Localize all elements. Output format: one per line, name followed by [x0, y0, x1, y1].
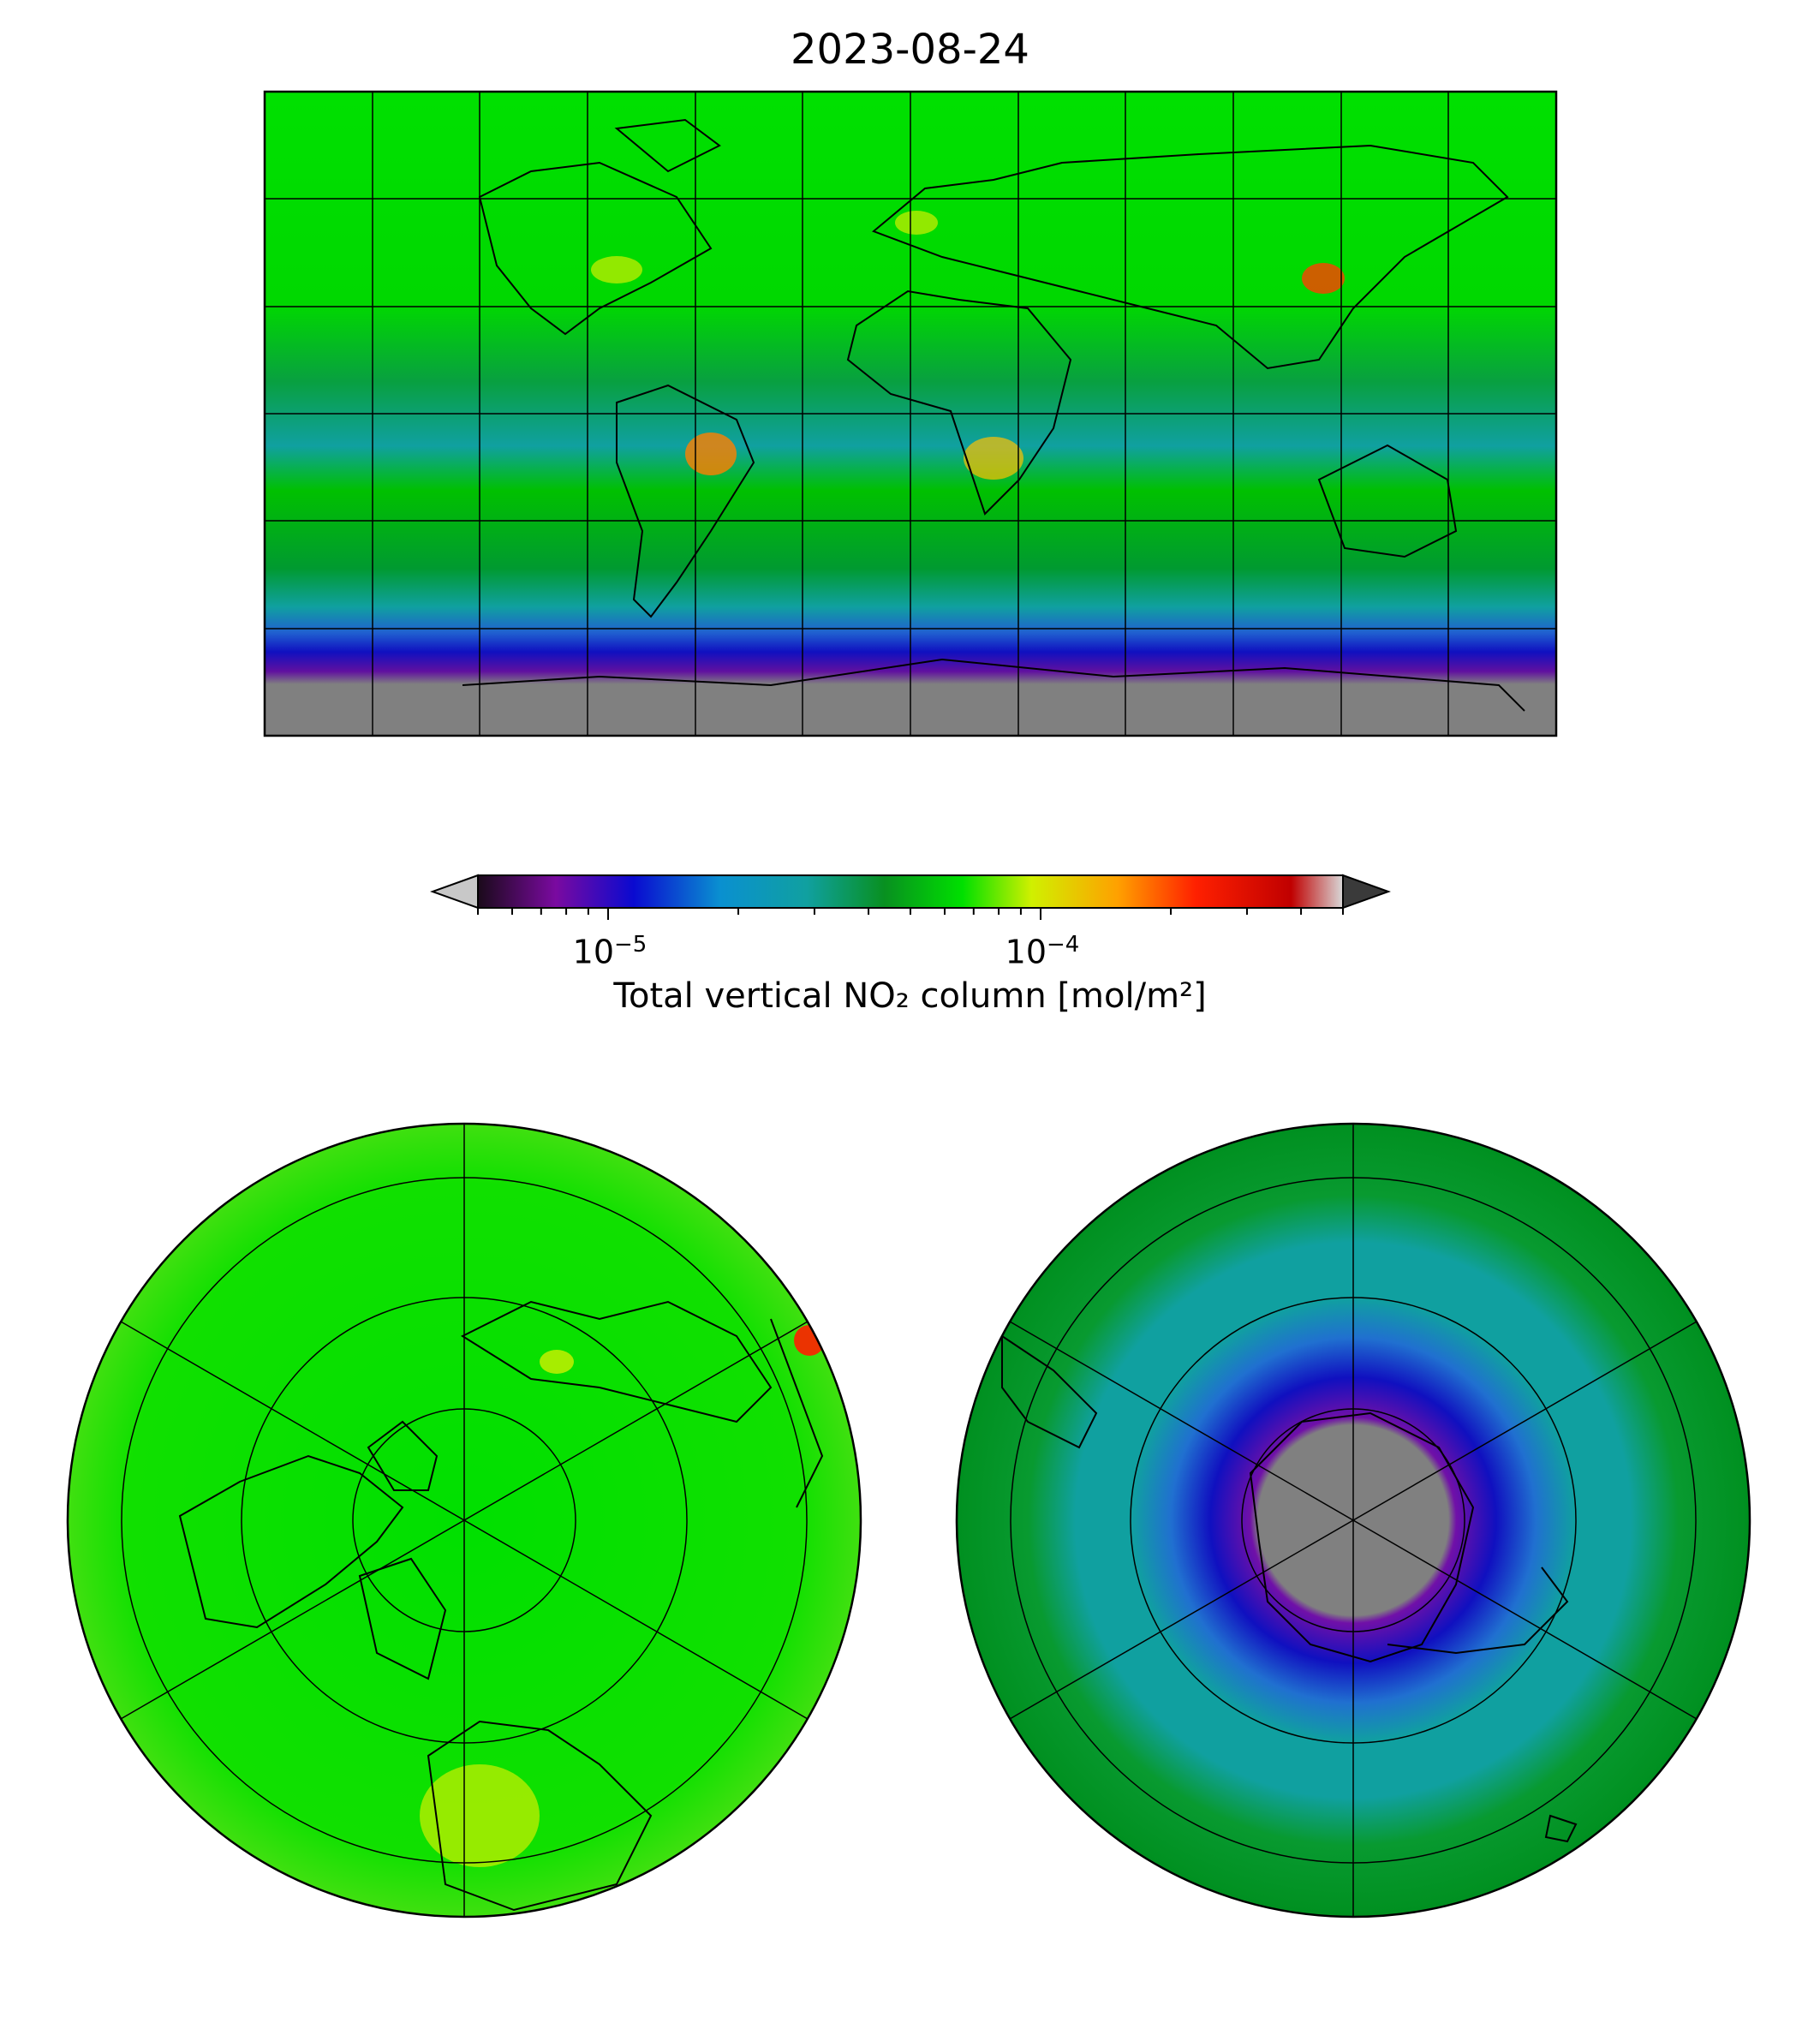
north-polar-gridlines: [120, 1124, 809, 1917]
global-map-panel: [263, 90, 1558, 737]
global-map-frame: [263, 90, 1558, 737]
hotspot-europe: [895, 211, 938, 235]
colorbar-ticks: [477, 908, 1344, 920]
global-gridlines: [265, 92, 1556, 736]
colorbar-over-arrow: [1342, 874, 1391, 910]
south-polar-panel: [955, 1122, 1751, 1919]
global-coastlines: [462, 118, 1525, 712]
south-polar-coastlines: [1001, 1334, 1578, 1843]
colorbar-label: Total vertical NO₂ column [mol/m²]: [613, 976, 1207, 1016]
figure-title: 2023-08-24: [791, 26, 1029, 74]
south-polar-frame: [955, 1122, 1751, 1919]
colorbar-tick-label-1e-5: 10−5: [572, 932, 647, 971]
hotspot-north-america: [591, 256, 642, 283]
hotspot-africa: [964, 437, 1023, 480]
hotspot-siberia-polar: [540, 1350, 574, 1374]
colorbar-body: [478, 875, 1343, 908]
north-polar-frame: [66, 1122, 862, 1919]
colorbar-tick-label-1e-4: 10−4: [1005, 932, 1080, 971]
south-polar-gridlines: [1009, 1124, 1698, 1917]
north-polar-panel: [66, 1122, 862, 1919]
colorbar-under-arrow: [430, 874, 479, 910]
north-polar-coastlines: [178, 1300, 824, 1912]
hotspot-europe-polar: [420, 1764, 540, 1867]
colorbar: [430, 874, 1391, 920]
hotspot-east-asia-polar: [794, 1325, 825, 1356]
hotspot-south-america: [685, 433, 737, 475]
hotspot-east-asia: [1302, 263, 1345, 294]
